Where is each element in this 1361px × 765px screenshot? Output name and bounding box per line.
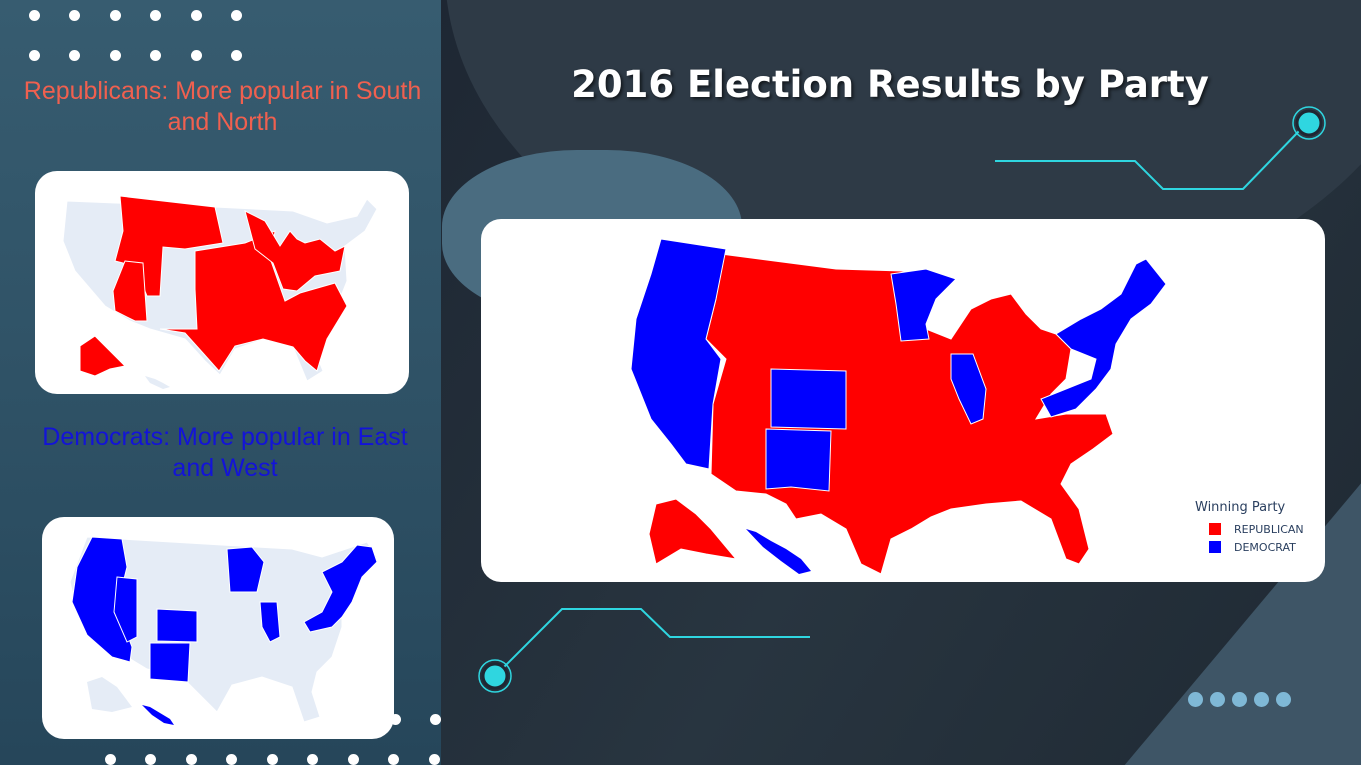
circle-node-icon xyxy=(481,662,509,690)
rep-alaska xyxy=(79,335,127,377)
state-rep-interior xyxy=(705,253,1114,575)
state-dem-illinois xyxy=(950,353,987,425)
dem-minnesota xyxy=(226,546,265,593)
republican-map-card xyxy=(35,171,409,394)
dem-colorado xyxy=(156,608,198,643)
legend-label-democrat: DEMOCRAT xyxy=(1234,540,1296,554)
democrat-caption: Democrats: More popular in East and West xyxy=(42,423,408,482)
alaska xyxy=(87,677,132,712)
legend-item-republican: REPUBLICAN xyxy=(1209,520,1304,538)
state-dem-pacific xyxy=(630,238,727,470)
circuit-line-top xyxy=(995,129,1301,190)
state-dem-new-mexico xyxy=(765,428,832,492)
dem-northeast xyxy=(303,544,378,633)
democrat-map xyxy=(69,536,378,725)
map-legend: Winning Party REPUBLICAN DEMOCRAT xyxy=(1195,500,1304,556)
circuit-line-bottom xyxy=(502,608,810,669)
main-election-map xyxy=(630,238,1167,575)
republican-map xyxy=(62,195,378,389)
dem-nevada xyxy=(113,576,138,643)
page-dots-icon xyxy=(1188,692,1298,711)
state-dem-northeast xyxy=(1040,258,1167,418)
legend-title: Winning Party xyxy=(1195,500,1286,515)
republican-caption: Republicans: More popular in South and N… xyxy=(23,77,422,136)
legend-label-republican: REPUBLICAN xyxy=(1234,522,1304,536)
rep-great-lakes xyxy=(244,210,346,292)
state-rep-alaska xyxy=(648,498,738,565)
democrat-map-card xyxy=(42,517,394,739)
hawaii xyxy=(145,376,170,389)
circle-node-icon xyxy=(1295,109,1323,137)
state-dem-minnesota xyxy=(890,268,957,342)
rep-west xyxy=(112,260,148,322)
slide-title: 2016 Election Results by Party xyxy=(571,63,1209,106)
state-dem-hawaii xyxy=(746,529,811,574)
rep-central xyxy=(159,230,348,372)
dem-west-coast xyxy=(71,536,133,663)
main-map-card xyxy=(481,219,1325,582)
dem-hawaii xyxy=(142,705,174,725)
legend-item-democrat: DEMOCRAT xyxy=(1209,538,1304,556)
legend-swatch-republican xyxy=(1209,523,1221,535)
state-dem-colorado xyxy=(770,368,847,430)
legend-swatch-democrat xyxy=(1209,541,1221,553)
dem-illinois xyxy=(259,601,281,643)
dem-new-mexico xyxy=(149,642,191,683)
